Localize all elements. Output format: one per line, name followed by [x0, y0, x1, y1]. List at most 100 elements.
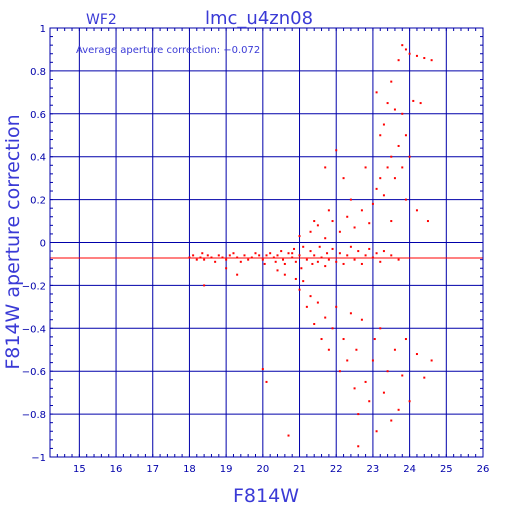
- y-tick-label: −0.8: [22, 410, 46, 421]
- annotation-text: Average aperture correction: −0.072: [76, 45, 260, 56]
- data-point: [217, 254, 220, 257]
- data-point: [390, 220, 393, 223]
- data-point: [294, 277, 297, 280]
- data-point: [320, 256, 323, 259]
- x-tick-label: 25: [440, 464, 453, 475]
- data-point: [357, 250, 360, 253]
- data-point: [412, 99, 415, 102]
- x-tick-label: 20: [256, 464, 269, 475]
- data-point: [408, 52, 411, 55]
- data-point: [201, 252, 204, 255]
- data-point: [375, 430, 378, 433]
- x-axis-label: F814W: [233, 485, 299, 507]
- data-point: [379, 327, 382, 330]
- data-point: [349, 312, 352, 315]
- y-tick-label: −1: [31, 453, 46, 464]
- data-point: [379, 177, 382, 180]
- data-point: [342, 177, 345, 180]
- data-point: [203, 258, 206, 261]
- y-tick-label: 0.6: [30, 110, 46, 121]
- data-point: [203, 284, 206, 287]
- data-point: [225, 267, 228, 270]
- data-point: [305, 258, 308, 261]
- data-point: [364, 166, 367, 169]
- data-point: [423, 376, 426, 379]
- data-points: [188, 44, 433, 448]
- data-point: [283, 273, 286, 276]
- data-point: [397, 258, 400, 261]
- data-point: [247, 258, 250, 261]
- x-tick-label: 26: [477, 464, 490, 475]
- data-point: [236, 256, 239, 259]
- data-point: [397, 408, 400, 411]
- data-point: [324, 265, 327, 268]
- y-axis-label: F814W aperture correction: [2, 114, 24, 369]
- data-point: [331, 247, 334, 250]
- data-point: [206, 254, 209, 257]
- data-point: [379, 260, 382, 263]
- x-tick-label: 17: [146, 464, 159, 475]
- data-point: [382, 194, 385, 197]
- data-point: [335, 149, 338, 152]
- data-point: [302, 280, 305, 283]
- data-point: [239, 260, 242, 263]
- data-point: [360, 318, 363, 321]
- data-point: [293, 247, 296, 250]
- x-tick-label: 24: [403, 464, 416, 475]
- grid-lines: [50, 28, 483, 457]
- data-point: [382, 123, 385, 126]
- data-point: [404, 338, 407, 341]
- data-point: [261, 368, 264, 371]
- data-point: [311, 262, 314, 265]
- data-point: [225, 258, 228, 261]
- y-tick-label: 0.8: [30, 67, 46, 78]
- y-tick-label: 0.2: [30, 196, 46, 207]
- data-point: [221, 256, 224, 259]
- data-point: [360, 262, 363, 265]
- data-point: [313, 323, 316, 326]
- data-point: [338, 370, 341, 373]
- y-tick-label: 0.4: [30, 153, 46, 164]
- data-point: [430, 359, 433, 362]
- data-point: [353, 258, 356, 261]
- data-point: [263, 262, 266, 265]
- data-point: [309, 230, 312, 233]
- data-point: [375, 187, 378, 190]
- data-point: [346, 254, 349, 257]
- data-point: [371, 359, 374, 362]
- data-point: [386, 370, 389, 373]
- data-point: [373, 338, 376, 341]
- data-point: [368, 247, 371, 250]
- data-point: [232, 252, 235, 255]
- data-point: [316, 301, 319, 304]
- chart-title: lmc_u4zn08: [205, 8, 313, 29]
- data-point: [236, 273, 239, 276]
- x-tick-label: 23: [367, 464, 380, 475]
- data-point: [349, 245, 352, 248]
- data-point: [287, 434, 290, 437]
- data-point: [408, 155, 411, 158]
- x-tick-label: 19: [220, 464, 233, 475]
- data-point: [326, 252, 329, 255]
- data-point: [360, 209, 363, 212]
- data-point: [302, 245, 305, 248]
- data-point: [342, 262, 345, 265]
- data-point: [309, 250, 312, 253]
- x-tick-label: 16: [110, 464, 123, 475]
- data-point: [316, 260, 319, 263]
- panel-label: WF2: [86, 12, 117, 28]
- data-point: [276, 269, 279, 272]
- data-point: [265, 254, 268, 257]
- data-point: [294, 260, 297, 263]
- data-point: [390, 254, 393, 257]
- data-point: [298, 288, 301, 291]
- data-point: [338, 230, 341, 233]
- data-point: [258, 254, 261, 257]
- data-point: [393, 177, 396, 180]
- data-point: [199, 256, 202, 259]
- data-point: [313, 220, 316, 223]
- data-point: [250, 256, 253, 259]
- data-point: [261, 258, 264, 261]
- data-point: [280, 250, 283, 253]
- data-point: [298, 254, 301, 257]
